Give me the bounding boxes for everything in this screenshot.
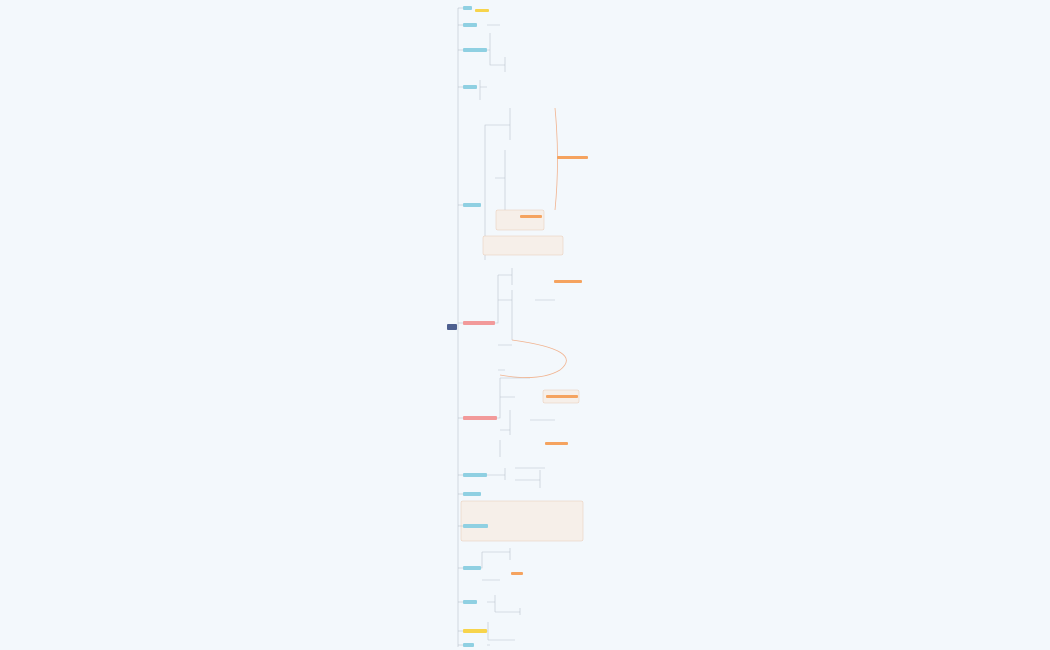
region <box>460 500 584 542</box>
branch-node <box>463 6 472 10</box>
branch-node <box>463 85 477 89</box>
branch-node <box>463 566 481 570</box>
branch-node <box>463 473 487 477</box>
branch-node <box>463 643 474 647</box>
root-node <box>447 324 457 330</box>
sub-branches <box>479 24 567 646</box>
branch-node <box>463 203 481 207</box>
highlight-node <box>511 572 523 575</box>
branch-node <box>463 492 481 496</box>
highlight-node <box>545 442 568 445</box>
branch-node <box>463 524 488 528</box>
branch-node <box>463 629 487 633</box>
branch-node <box>463 321 495 325</box>
highlight-node <box>520 215 542 218</box>
highlight-node <box>554 280 582 283</box>
branch-node <box>463 416 497 420</box>
branch-node <box>463 600 477 604</box>
orange-connector <box>554 107 558 211</box>
region <box>495 209 545 231</box>
branch-node <box>475 9 489 12</box>
orange-connector <box>499 339 567 378</box>
highlight-node <box>546 395 578 398</box>
highlight-node <box>557 156 588 159</box>
region <box>482 235 564 256</box>
branch-node <box>463 48 487 52</box>
branch-node <box>463 23 477 27</box>
